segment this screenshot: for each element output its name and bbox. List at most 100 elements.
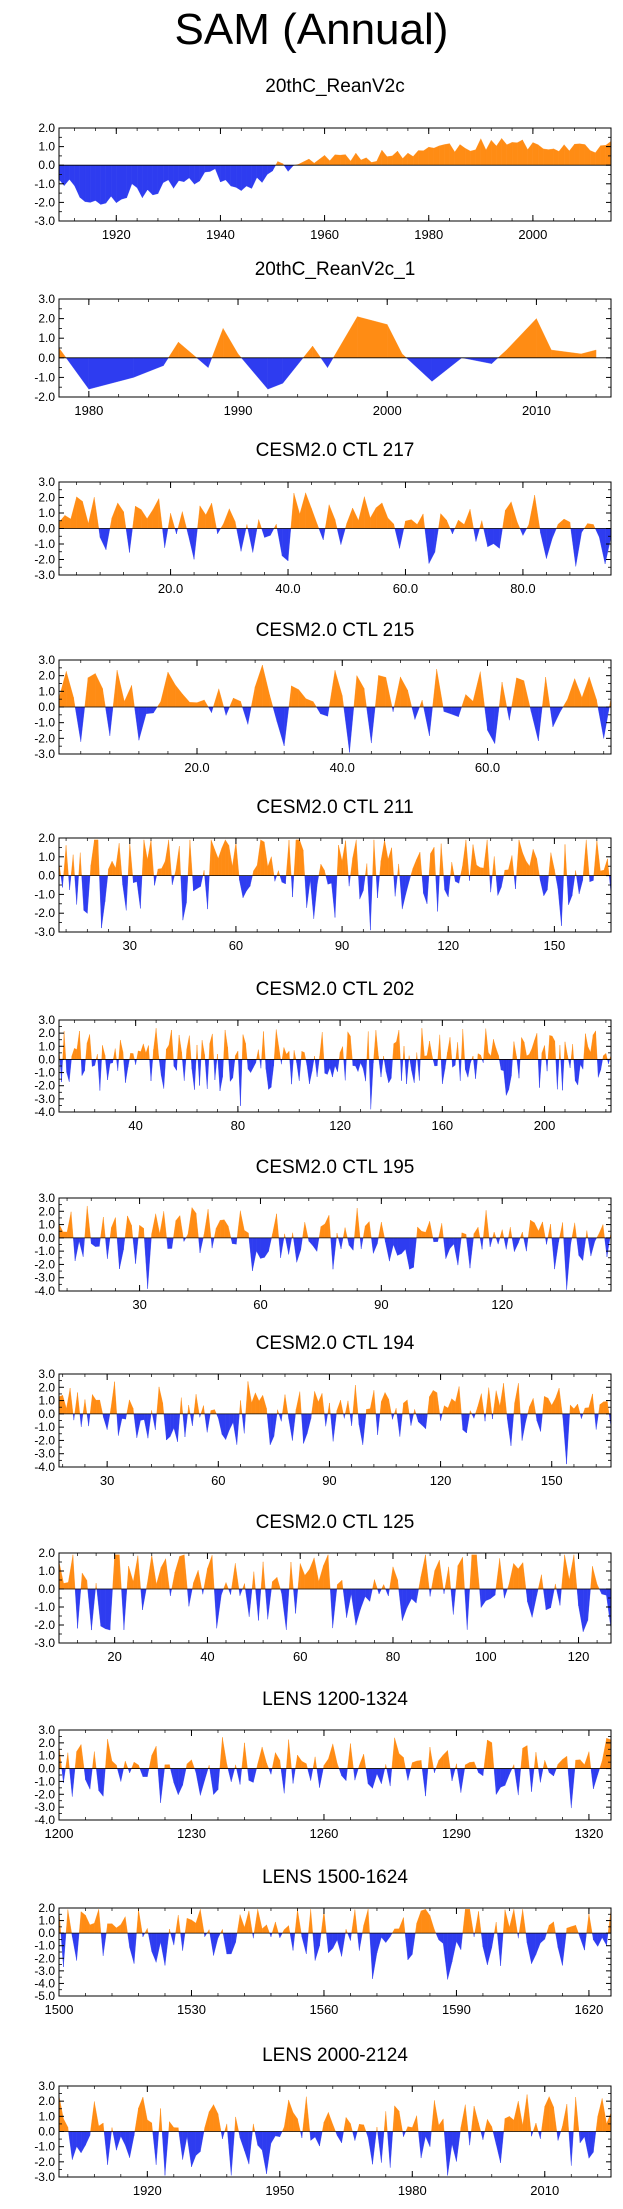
area-segment	[89, 1922, 95, 1934]
area-segment	[568, 1059, 571, 1068]
area-segment	[244, 1230, 249, 1239]
area-segment	[373, 839, 377, 876]
area-segment	[231, 2131, 235, 2176]
area-segment	[298, 689, 307, 708]
area-segment	[184, 1413, 188, 1437]
area-segment	[253, 1768, 257, 1783]
area-segment	[469, 1909, 474, 1934]
area-segment	[152, 1413, 156, 1430]
area-segment	[412, 150, 419, 166]
area-segment	[165, 839, 169, 876]
area-segment	[357, 1059, 361, 1072]
area-segment	[511, 855, 515, 876]
y-tick-label: -1.0	[34, 1066, 55, 1080]
area-segment	[563, 518, 571, 529]
area-segment	[241, 1742, 245, 1769]
area-segment	[360, 1588, 366, 1610]
area-segment	[312, 345, 322, 358]
area-segment	[582, 1407, 586, 1415]
area-segment	[491, 357, 499, 365]
area-segment	[393, 875, 396, 897]
area-segment	[124, 1215, 128, 1239]
area-segment	[314, 1756, 317, 1769]
area-segment	[439, 144, 445, 166]
area-segment	[362, 1059, 366, 1082]
area-segment	[416, 1910, 422, 1934]
area-segment	[522, 1562, 527, 1590]
area-segment	[491, 1742, 495, 1769]
area-segment	[301, 1051, 305, 1060]
area-segment	[354, 1909, 358, 1934]
area-segment	[235, 521, 237, 529]
area-segment	[89, 1034, 92, 1060]
area-segment	[301, 1413, 304, 1444]
area-segment	[504, 2116, 510, 2132]
y-tick-label: 2.0	[38, 2094, 55, 2108]
area-segment	[564, 844, 567, 876]
area-segment	[406, 1588, 412, 1608]
area-segment	[332, 1413, 337, 1442]
area-segment	[341, 1768, 347, 1782]
area-segment	[220, 1219, 225, 1239]
area-segment	[516, 677, 524, 708]
area-segment	[578, 1237, 583, 1262]
area-segment	[342, 1588, 347, 1618]
area-segment	[529, 1048, 532, 1060]
area-segment	[272, 1213, 277, 1239]
y-tick-label: 3.0	[38, 292, 55, 306]
area-segment	[574, 143, 580, 166]
area-segment	[599, 528, 606, 565]
area-segment	[360, 1059, 364, 1069]
area-segment	[99, 528, 107, 550]
y-tick-label: -1.0	[34, 1939, 55, 1953]
area-segment	[200, 1405, 204, 1415]
area-segment	[123, 1760, 126, 1769]
area-segment	[94, 1909, 99, 1934]
area-segment	[373, 1390, 377, 1415]
area-segment	[340, 154, 346, 166]
area-segment	[502, 510, 506, 529]
area-segment	[169, 2121, 174, 2132]
area-segment	[211, 328, 224, 358]
area-segment	[594, 1413, 597, 1430]
area-segment	[523, 1237, 527, 1252]
area-segment	[84, 1059, 86, 1071]
area-segment	[431, 357, 463, 382]
area-segment	[129, 1932, 135, 1964]
area-segment	[104, 875, 108, 902]
area-segment	[293, 839, 297, 876]
area-segment	[477, 1053, 481, 1060]
area-segment	[121, 1413, 126, 1420]
area-segment	[569, 522, 571, 529]
area-segment	[118, 1039, 121, 1060]
area-segment	[507, 1413, 512, 1446]
area-segment	[144, 1237, 148, 1289]
area-segment	[269, 694, 274, 708]
area-segment	[180, 1932, 183, 1951]
area-segment	[183, 1237, 187, 1243]
area-segment	[236, 1768, 241, 1785]
area-segment	[151, 1213, 156, 1239]
area-segment	[464, 509, 471, 529]
area-segment	[139, 1768, 144, 1777]
area-segment	[199, 165, 205, 182]
area-segment	[511, 677, 517, 708]
area-segment	[142, 1932, 146, 1937]
area-segment	[359, 875, 364, 900]
area-segment	[522, 528, 527, 536]
x-tick-label: 1590	[442, 2002, 471, 2017]
area-segment	[496, 1922, 498, 1934]
area-segment	[598, 1224, 604, 1239]
area-segment	[133, 1932, 137, 1964]
area-segment	[470, 1059, 472, 1063]
area-segment	[418, 150, 424, 166]
area-segment	[345, 154, 351, 166]
area-segment	[437, 875, 440, 912]
area-segment	[335, 2131, 338, 2136]
area-segment	[530, 1219, 535, 1239]
area-segment	[195, 2131, 201, 2156]
area-segment	[394, 1408, 397, 1415]
y-tick-label: 0.0	[38, 1407, 55, 1421]
area-segment	[391, 1928, 395, 1934]
area-segment	[125, 2131, 130, 2158]
